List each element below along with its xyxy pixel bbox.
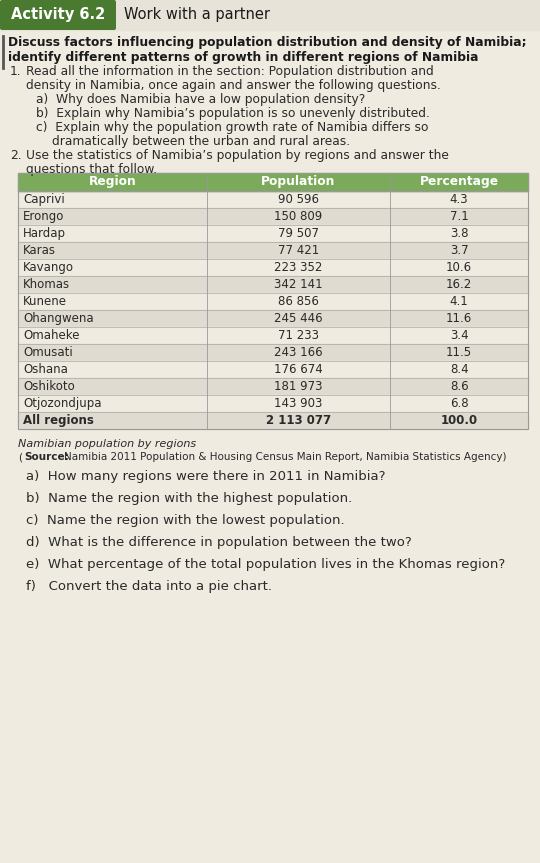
FancyBboxPatch shape bbox=[0, 0, 116, 30]
Text: 342 141: 342 141 bbox=[274, 278, 323, 291]
Text: d)  What is the difference in population between the two?: d) What is the difference in population … bbox=[26, 536, 412, 549]
Text: Namibian population by regions: Namibian population by regions bbox=[18, 439, 196, 449]
Text: 7.1: 7.1 bbox=[450, 210, 469, 223]
Text: Omaheke: Omaheke bbox=[23, 329, 79, 342]
Text: Kavango: Kavango bbox=[23, 261, 74, 274]
Text: 10.6: 10.6 bbox=[446, 261, 472, 274]
Text: b)  Name the region with the highest population.: b) Name the region with the highest popu… bbox=[26, 492, 352, 505]
Bar bbox=[18, 173, 528, 191]
Text: b)  Explain why Namibia’s population is so unevenly distributed.: b) Explain why Namibia’s population is s… bbox=[36, 107, 430, 120]
Text: 143 903: 143 903 bbox=[274, 397, 323, 410]
Text: Kunene: Kunene bbox=[23, 295, 67, 308]
Text: 176 674: 176 674 bbox=[274, 363, 323, 376]
Bar bbox=[18, 395, 528, 412]
Text: 11.6: 11.6 bbox=[446, 312, 472, 325]
Bar bbox=[18, 259, 528, 276]
Text: 4.3: 4.3 bbox=[450, 193, 469, 206]
Bar bbox=[18, 225, 528, 242]
Text: Khomas: Khomas bbox=[23, 278, 70, 291]
Text: f)   Convert the data into a pie chart.: f) Convert the data into a pie chart. bbox=[26, 580, 272, 593]
Text: Omusati: Omusati bbox=[23, 346, 73, 359]
Text: Percentage: Percentage bbox=[420, 175, 499, 188]
Text: 77 421: 77 421 bbox=[278, 244, 319, 257]
Bar bbox=[18, 344, 528, 361]
Text: 6.8: 6.8 bbox=[450, 397, 469, 410]
Text: 3.8: 3.8 bbox=[450, 227, 468, 240]
Text: 100.0: 100.0 bbox=[441, 414, 478, 427]
Text: 223 352: 223 352 bbox=[274, 261, 323, 274]
Text: Population: Population bbox=[261, 175, 336, 188]
Text: 90 596: 90 596 bbox=[278, 193, 319, 206]
Text: Use the statistics of Namibia’s population by regions and answer the: Use the statistics of Namibia’s populati… bbox=[26, 149, 449, 162]
Text: Activity 6.2: Activity 6.2 bbox=[11, 8, 105, 22]
Text: questions that follow.: questions that follow. bbox=[26, 163, 157, 176]
Bar bbox=[18, 242, 528, 259]
Text: Read all the information in the section: Population distribution and: Read all the information in the section:… bbox=[26, 65, 434, 78]
Text: Hardap: Hardap bbox=[23, 227, 66, 240]
Text: 11.5: 11.5 bbox=[446, 346, 472, 359]
Text: 150 809: 150 809 bbox=[274, 210, 322, 223]
Text: 2.: 2. bbox=[10, 149, 22, 162]
Text: identify different patterns of growth in different regions of Namibia: identify different patterns of growth in… bbox=[8, 51, 478, 64]
Text: 86 856: 86 856 bbox=[278, 295, 319, 308]
Text: 79 507: 79 507 bbox=[278, 227, 319, 240]
Text: Region: Region bbox=[89, 175, 136, 188]
Bar bbox=[18, 208, 528, 225]
Bar bbox=[18, 378, 528, 395]
Text: 245 446: 245 446 bbox=[274, 312, 323, 325]
Bar bbox=[18, 191, 528, 208]
Bar bbox=[18, 173, 528, 429]
Text: Karas: Karas bbox=[23, 244, 56, 257]
Text: 3.7: 3.7 bbox=[450, 244, 469, 257]
Bar bbox=[18, 361, 528, 378]
Bar bbox=[18, 412, 528, 429]
Text: 3.4: 3.4 bbox=[450, 329, 469, 342]
Text: 8.6: 8.6 bbox=[450, 380, 469, 393]
Text: Namibia 2011 Population & Housing Census Main Report, Namibia Statistics Agency): Namibia 2011 Population & Housing Census… bbox=[64, 452, 507, 462]
Text: All regions: All regions bbox=[23, 414, 94, 427]
Text: Erongo: Erongo bbox=[23, 210, 64, 223]
Text: 243 166: 243 166 bbox=[274, 346, 323, 359]
Text: 4.1: 4.1 bbox=[450, 295, 469, 308]
Text: Oshikoto: Oshikoto bbox=[23, 380, 75, 393]
Text: 181 973: 181 973 bbox=[274, 380, 323, 393]
Bar bbox=[18, 310, 528, 327]
Text: 16.2: 16.2 bbox=[446, 278, 472, 291]
Text: Oshana: Oshana bbox=[23, 363, 68, 376]
Text: dramatically between the urban and rural areas.: dramatically between the urban and rural… bbox=[52, 135, 350, 148]
Text: Discuss factors influencing population distribution and density of Namibia;: Discuss factors influencing population d… bbox=[8, 36, 526, 49]
Text: Ohangwena: Ohangwena bbox=[23, 312, 93, 325]
Text: density in Namibia, once again and answer the following questions.: density in Namibia, once again and answe… bbox=[26, 79, 441, 92]
Text: 1.: 1. bbox=[10, 65, 22, 78]
Text: c)  Explain why the population growth rate of Namibia differs so: c) Explain why the population growth rat… bbox=[36, 121, 429, 134]
Text: e)  What percentage of the total population lives in the Khomas region?: e) What percentage of the total populati… bbox=[26, 558, 505, 571]
Text: Caprivi: Caprivi bbox=[23, 193, 65, 206]
Text: (: ( bbox=[18, 452, 22, 462]
Text: 8.4: 8.4 bbox=[450, 363, 469, 376]
Bar bbox=[0, 0, 540, 30]
Bar bbox=[18, 327, 528, 344]
Text: 71 233: 71 233 bbox=[278, 329, 319, 342]
Bar bbox=[18, 293, 528, 310]
Text: a)  Why does Namibia have a low population density?: a) Why does Namibia have a low populatio… bbox=[36, 93, 365, 106]
Text: c)  Name the region with the lowest population.: c) Name the region with the lowest popul… bbox=[26, 514, 345, 527]
Text: Work with a partner: Work with a partner bbox=[124, 8, 270, 22]
Text: Source:: Source: bbox=[24, 452, 69, 462]
Text: a)  How many regions were there in 2011 in Namibia?: a) How many regions were there in 2011 i… bbox=[26, 470, 386, 483]
Bar bbox=[18, 276, 528, 293]
Text: 2 113 077: 2 113 077 bbox=[266, 414, 331, 427]
Text: Otjozondjupa: Otjozondjupa bbox=[23, 397, 102, 410]
